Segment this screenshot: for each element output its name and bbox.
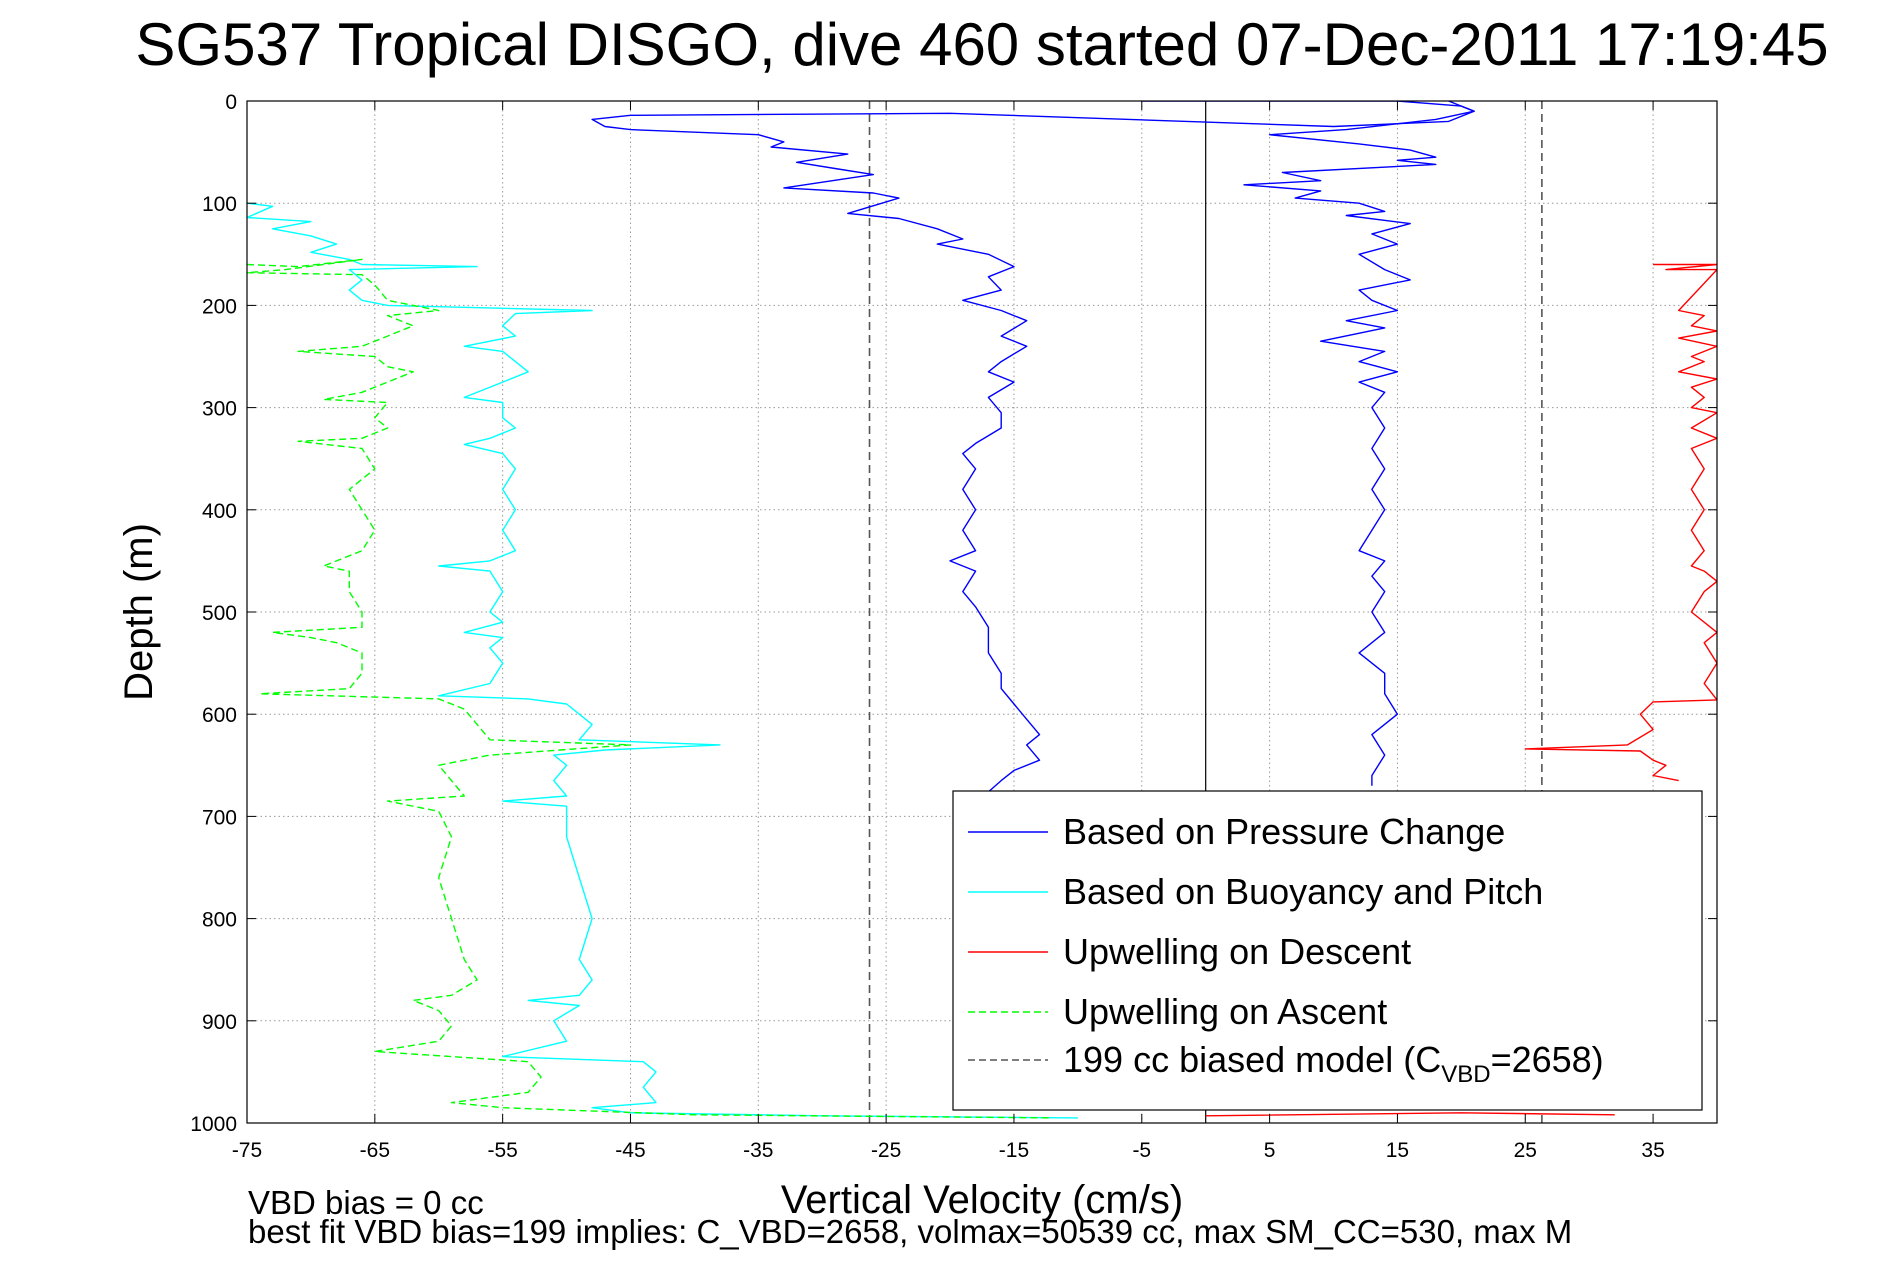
- series-line-0: [591, 101, 1475, 793]
- y-tick-label: 1000: [190, 1113, 237, 1136]
- legend-label: 199 cc biased model (CVBD=2658): [1063, 1039, 1604, 1088]
- x-tick-label: 25: [1514, 1139, 1537, 1162]
- x-tick-label: 5: [1264, 1139, 1276, 1162]
- x-tick-label: -5: [1132, 1139, 1151, 1162]
- series-line-5: [247, 258, 1053, 1119]
- y-tick-label: 800: [202, 909, 237, 932]
- x-tick-label: -65: [360, 1139, 390, 1162]
- x-tick-label: -15: [999, 1139, 1029, 1162]
- ticks: [246, 100, 1717, 1124]
- series-line-2: [247, 202, 1078, 1119]
- y-tick-label: 400: [202, 500, 237, 523]
- x-tick-label: -55: [487, 1139, 517, 1162]
- x-tick-label: -35: [743, 1139, 773, 1162]
- y-tick-labels: 0 100 200 300 400 500 600 700 800 900 1000: [190, 91, 237, 1136]
- chart-title: SG537 Tropical DISGO, dive 460 started 0…: [135, 11, 1828, 78]
- legend-label: Upwelling on Descent: [1063, 931, 1411, 972]
- legend-label: Upwelling on Ascent: [1063, 991, 1387, 1032]
- y-tick-label: 200: [202, 295, 237, 318]
- legend-box: [952, 790, 1703, 1111]
- footer-note-vbd-bias: VBD bias = 0 cc: [248, 1184, 484, 1221]
- footer-note-best-fit: best fit VBD bias=199 implies: C_VBD=265…: [248, 1213, 1572, 1250]
- x-tick-label: 15: [1386, 1139, 1409, 1162]
- legend-entries: Based on Pressure Change Based on Buoyanc…: [968, 811, 1604, 1088]
- y-axis-label: Depth (m): [117, 523, 161, 701]
- y-tick-label: 100: [202, 193, 237, 216]
- series-layer: [247, 101, 1717, 1119]
- x-tick-label: 35: [1641, 1139, 1664, 1162]
- x-tick-label: -25: [871, 1139, 901, 1162]
- series-line-4: [1205, 1112, 1615, 1117]
- series-line-3: [1524, 263, 1717, 782]
- series-line-1: [1243, 101, 1475, 786]
- x-tick-label: -75: [232, 1139, 262, 1162]
- y-tick-label: 300: [202, 398, 237, 421]
- y-tick-label: 500: [202, 602, 237, 625]
- legend: Based on Pressure Change Based on Buoyanc…: [952, 790, 1703, 1111]
- legend-label: Based on Pressure Change: [1063, 811, 1505, 852]
- y-tick-label: 700: [202, 806, 237, 829]
- x-tick-labels: -75 -65 -55 -45 -35 -25 -15 -5 5 15 25 35: [232, 1139, 1665, 1162]
- legend-label: Based on Buoyancy and Pitch: [1063, 871, 1543, 912]
- y-tick-label: 600: [202, 704, 237, 727]
- y-tick-label: 0: [225, 91, 237, 114]
- x-tick-label: -45: [615, 1139, 645, 1162]
- x-axis-label: Vertical Velocity (cm/s): [781, 1178, 1183, 1222]
- y-tick-label: 900: [202, 1011, 237, 1034]
